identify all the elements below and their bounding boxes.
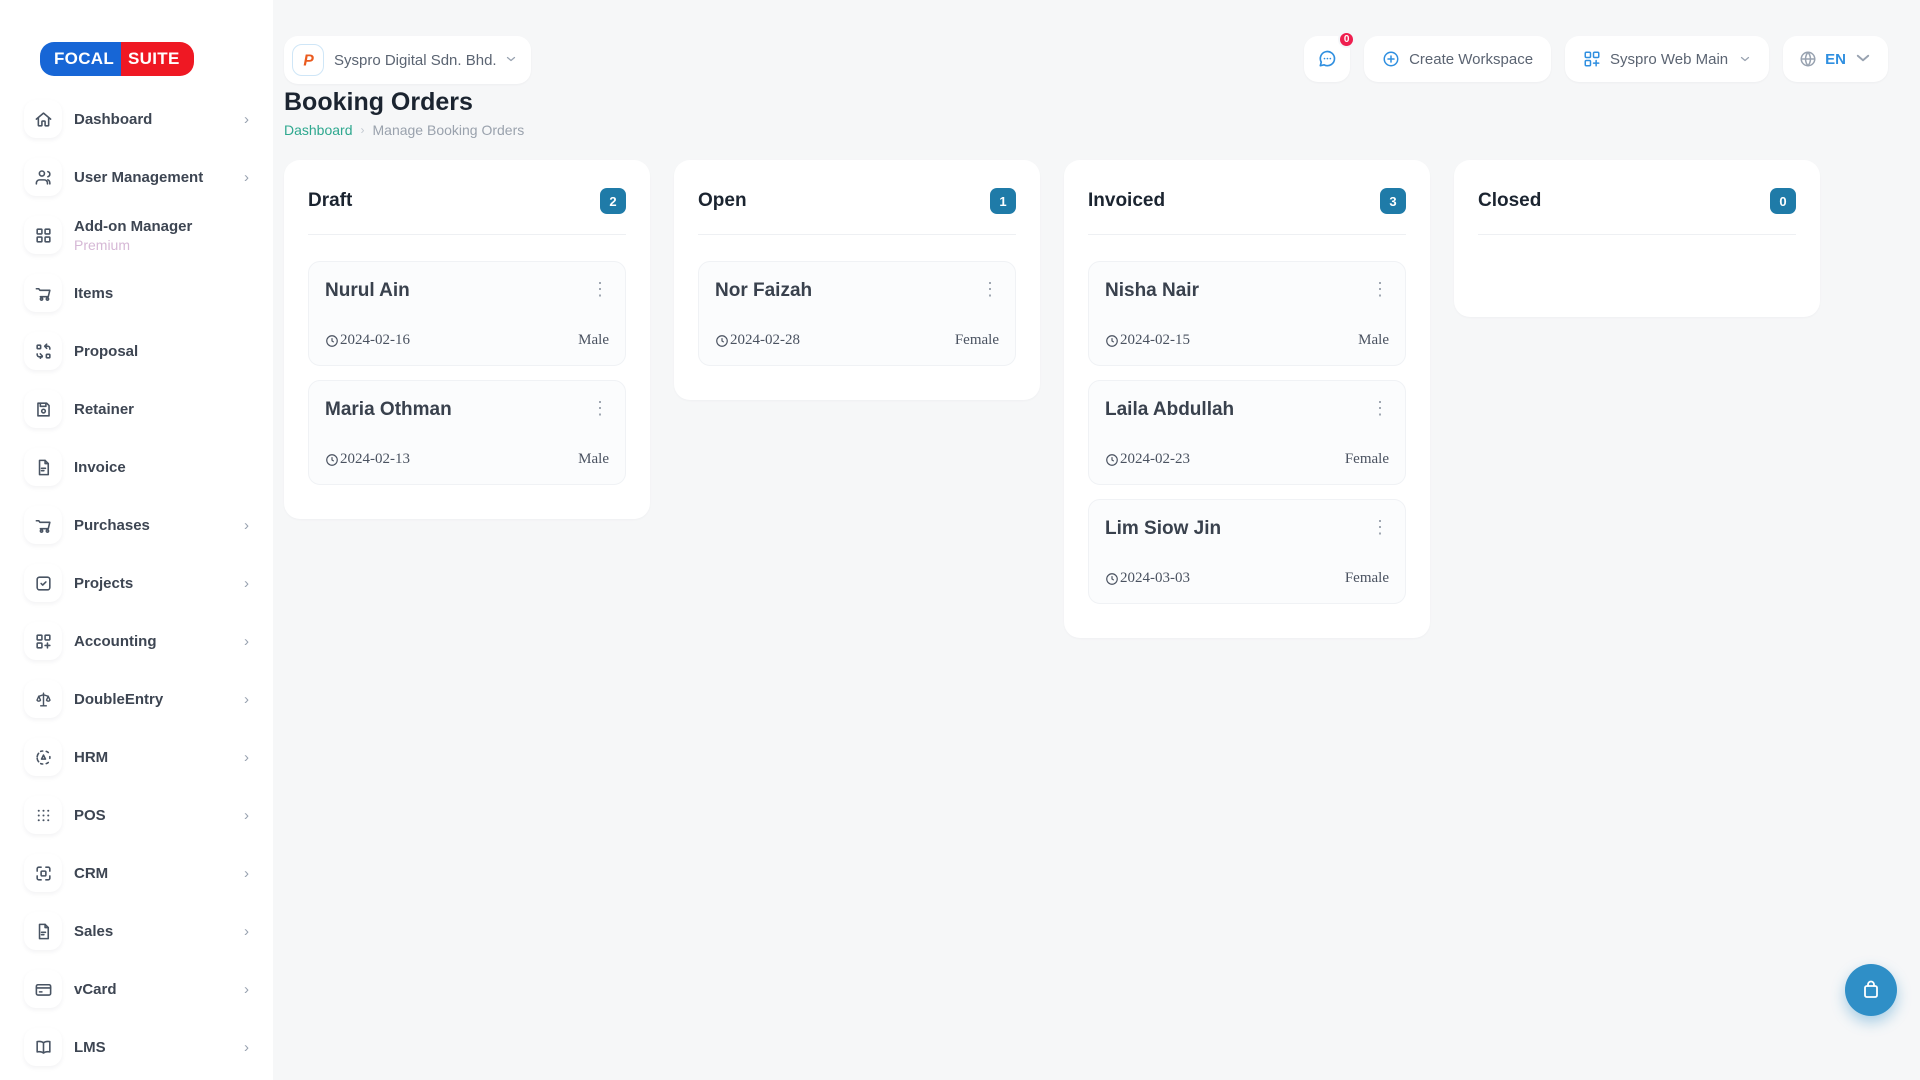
- svg-text:P: P: [303, 53, 314, 70]
